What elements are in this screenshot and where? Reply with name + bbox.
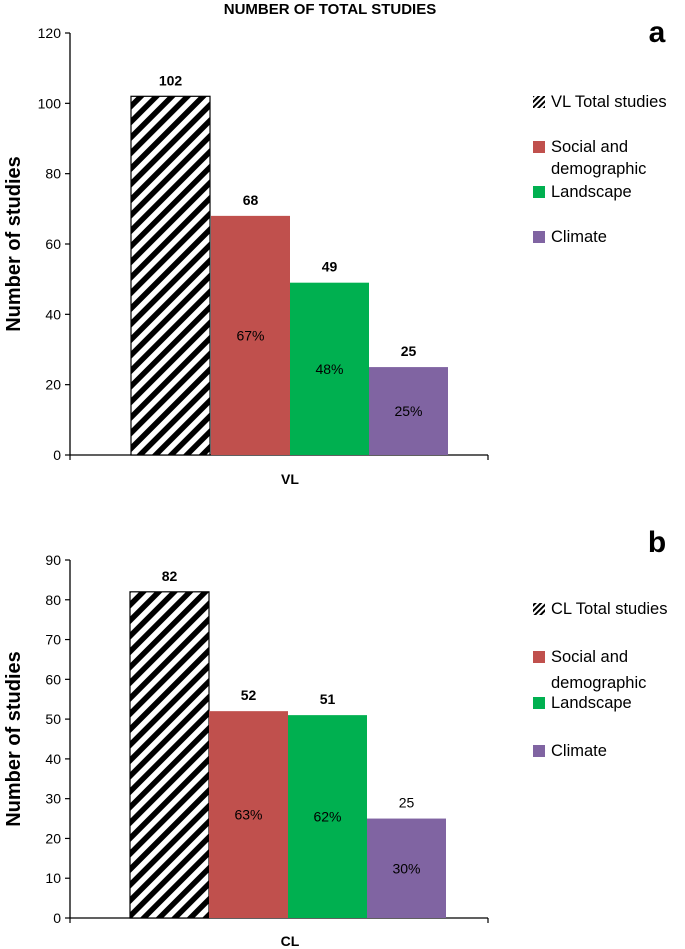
y-tick-label: 10 [45,870,61,886]
legend-label: VL Total studies [551,93,667,111]
bar-percent-label: 67% [236,327,264,343]
y-axis-label: Number of studies [3,156,25,332]
bar-value-label: 25 [401,343,417,359]
bar-percent-label: 62% [313,809,341,825]
y-tick-label: 70 [45,632,61,648]
panel-a-chart: a 0 20 40 60 80 100 120 Number of studies VL 102 68… [3,16,667,487]
y-tick-label: 90 [45,552,61,568]
y-tick-label: 0 [53,447,61,463]
legend-label: Climate [551,228,607,246]
y-tick-label: 40 [45,751,61,767]
legend-swatch-total [533,96,545,108]
y-tick-label: 100 [38,95,62,111]
y-tick-label: 40 [45,306,61,322]
bar-value-label: 102 [159,72,183,88]
bar-value-label: 25 [399,795,415,811]
y-tick-label: 80 [45,592,61,608]
legend-label: Climate [551,742,607,760]
bar-percent-label: 30% [392,860,420,876]
bar-climate [367,818,446,918]
y-axis-label: Number of studies [3,651,25,827]
legend-label: Social and demographic [551,648,646,692]
legend-swatch-climate [533,231,545,243]
legend-swatch-social [533,141,545,153]
bar-value-label: 52 [241,687,257,703]
x-category-label: CL [281,933,300,949]
bar-value-label: 68 [243,192,259,208]
bar-landscape [290,282,369,455]
bar-social [211,215,290,455]
panel-b-chart: b 0 10 20 30 40 50 60 70 80 90 Number of studies CL 8… [3,526,667,949]
bar-percent-label: 48% [315,361,343,377]
bar-climate [369,367,448,455]
figure-title: NUMBER OF TOTAL STUDIES [224,1,437,18]
bar-percent-label: 63% [234,807,262,823]
y-tick-label: 60 [45,671,61,687]
x-category-label: VL [281,471,299,487]
legend-swatch-climate [533,745,545,757]
legend-label: Social and demographic [551,138,646,178]
legend-label: CL Total studies [551,600,667,618]
y-tick-label: 60 [45,236,61,252]
y-tick-label: 0 [53,910,61,926]
bar-percent-label: 25% [394,403,422,419]
legend-swatch-total [533,603,545,615]
bar-social [209,711,288,918]
y-tick-label: 80 [45,166,61,182]
y-tick-label: 20 [45,377,61,393]
legend-label: Landscape [551,694,632,712]
legend-label: Landscape [551,183,632,201]
bar-total [129,591,210,919]
y-tick-label: 20 [45,830,61,846]
y-tick-label: 30 [45,791,61,807]
legend-swatch-social [533,651,545,663]
panel-label: b [648,526,666,559]
bar-value-label: 82 [162,568,178,584]
bar-value-label: 49 [322,259,338,275]
legend-swatch-landscape [533,697,545,709]
legend-swatch-landscape [533,186,545,198]
bar-value-label: 51 [320,691,336,707]
y-tick-label: 120 [38,25,62,41]
panel-label: a [649,16,666,49]
y-tick-label: 50 [45,711,61,727]
bar-total [130,95,211,456]
bar-landscape [288,715,367,918]
